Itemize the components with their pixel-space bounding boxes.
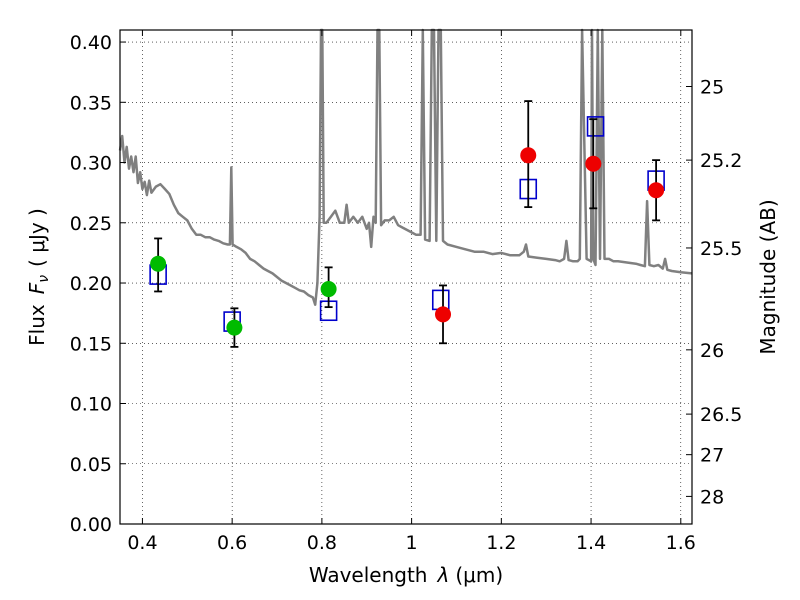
y-axis-label-subscript: ν [36, 275, 52, 283]
observed-flux-point [648, 182, 665, 199]
x-tick-label: 1.2 [486, 532, 516, 554]
model-photometry-square [586, 116, 605, 137]
observed-flux-point [226, 319, 243, 336]
y-tick-label: 0.10 [70, 394, 112, 416]
x-axis-label-unit: (μm) [455, 563, 503, 587]
x-tick-label: 0.6 [217, 532, 247, 554]
mag-tick-label: 26 [700, 340, 724, 362]
y2-axis-label: Magnitude (AB) [756, 199, 780, 354]
plot-frame [119, 29, 693, 525]
x-axis-label: Wavelength λ (μm) [309, 563, 503, 587]
y-tick-label: 0.40 [70, 32, 112, 54]
x-axis-label-symbol: λ [437, 563, 450, 587]
x-axis-label-prefix: Wavelength [309, 563, 428, 587]
observed-flux-point [320, 281, 337, 298]
observed-flux-point [520, 147, 537, 164]
y-axis-label-prefix: Flux [25, 304, 49, 346]
x-tick-label: 1.6 [666, 532, 696, 554]
model-photometry-square [431, 289, 450, 311]
y-tick-label: 0.00 [70, 514, 112, 536]
mag-tick-label: 25.5 [700, 238, 742, 260]
plot-data [118, 28, 693, 348]
axis-ticks: 0.4 0.6 0.8 1 1.2 1.4 1.6 0.00 0.05 0.10 0.15 0.20 0… [70, 30, 742, 554]
x-tick-label: 0.8 [307, 532, 337, 554]
mag-tick-label: 26.5 [700, 404, 742, 426]
mag-tick-label: 25.2 [700, 150, 742, 172]
x-tick-label: 1.4 [576, 532, 606, 554]
mag-tick-label: 25 [700, 77, 724, 99]
x-tick-label: 1 [406, 532, 418, 554]
observed-flux-point [150, 255, 167, 272]
mag-tick-label: 28 [700, 486, 724, 508]
y-tick-label: 0.05 [70, 454, 112, 476]
model-spectrum-line [118, 28, 693, 306]
observed-flux-point [585, 155, 602, 172]
observed-flux-point [435, 306, 452, 323]
y-axis-label-symbol: F [25, 282, 49, 294]
grid-lines [120, 30, 692, 524]
y-tick-label: 0.30 [70, 153, 112, 175]
y-tick-label: 0.25 [70, 213, 112, 235]
y-tick-label: 0.15 [70, 333, 112, 355]
x-tick-label: 0.4 [127, 532, 157, 554]
y-tick-label: 0.20 [70, 273, 112, 295]
y-axis-label: Flux Fν ( μJy ) [25, 208, 52, 346]
y-axis-label-unit: ( μJy ) [25, 208, 49, 267]
y-tick-label: 0.35 [70, 92, 112, 114]
mag-tick-label: 27 [700, 445, 724, 467]
